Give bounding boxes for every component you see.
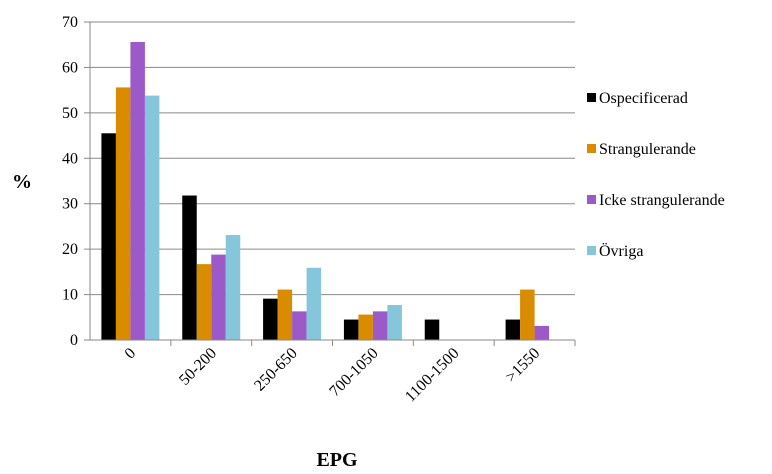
y-tick-labels: 0 10 20 30 40 50 60 70: [62, 14, 78, 349]
y-axis-title: %: [12, 171, 32, 193]
legend-swatch: [587, 93, 596, 102]
axes: [89, 22, 576, 346]
bar: [101, 133, 116, 340]
bar: [263, 298, 278, 340]
bars: [101, 41, 550, 340]
x-tick-label: 700-1050: [326, 345, 381, 400]
legend-swatch: [587, 144, 596, 153]
x-tick-label: 0: [122, 345, 140, 363]
bar: [343, 319, 359, 340]
x-tick-label: 250-650: [251, 345, 301, 395]
legend-label: Icke strangulerande: [599, 192, 725, 209]
bar: [144, 95, 160, 340]
bar: [505, 319, 521, 340]
bar: [225, 235, 241, 340]
bar: [211, 254, 226, 340]
legend-label: Strangulerande: [599, 141, 696, 158]
y-tick-label: 0: [70, 332, 78, 349]
bar: [424, 319, 440, 340]
legend-label: Övriga: [599, 242, 643, 260]
legend-swatch: [587, 195, 596, 204]
gridlines: [84, 21, 575, 341]
x-tick-labels: 0 50-200 250-650 700-1050 1100-1500 >1550: [122, 345, 544, 406]
legend: Ospecificerad Strangulerande Icke strangul…: [587, 90, 725, 260]
bar: [115, 87, 131, 340]
bar: [372, 311, 388, 340]
x-tick-label: 50-200: [176, 345, 220, 389]
bar: [196, 264, 212, 340]
bar: [306, 267, 322, 340]
bar: [358, 314, 373, 340]
bar: [534, 325, 550, 340]
y-tick-label: 50: [62, 105, 78, 122]
bar: [182, 195, 197, 340]
legend-label: Ospecificerad: [599, 90, 688, 107]
bar: [130, 41, 145, 340]
bar: [387, 305, 402, 340]
y-tick-label: 10: [62, 287, 78, 304]
x-tick-label: 1100-1500: [402, 345, 463, 406]
bar: [277, 289, 293, 340]
y-tick-label: 30: [62, 196, 78, 213]
y-tick-label: 60: [62, 59, 78, 76]
x-tick-label: >1550: [502, 345, 543, 386]
legend-swatch: [587, 246, 596, 255]
bar: [520, 289, 535, 340]
y-tick-label: 20: [62, 241, 78, 258]
y-tick-label: 40: [62, 150, 78, 167]
x-axis-title: EPG: [316, 449, 358, 471]
y-tick-label: 70: [62, 14, 78, 31]
bar: [292, 311, 307, 340]
